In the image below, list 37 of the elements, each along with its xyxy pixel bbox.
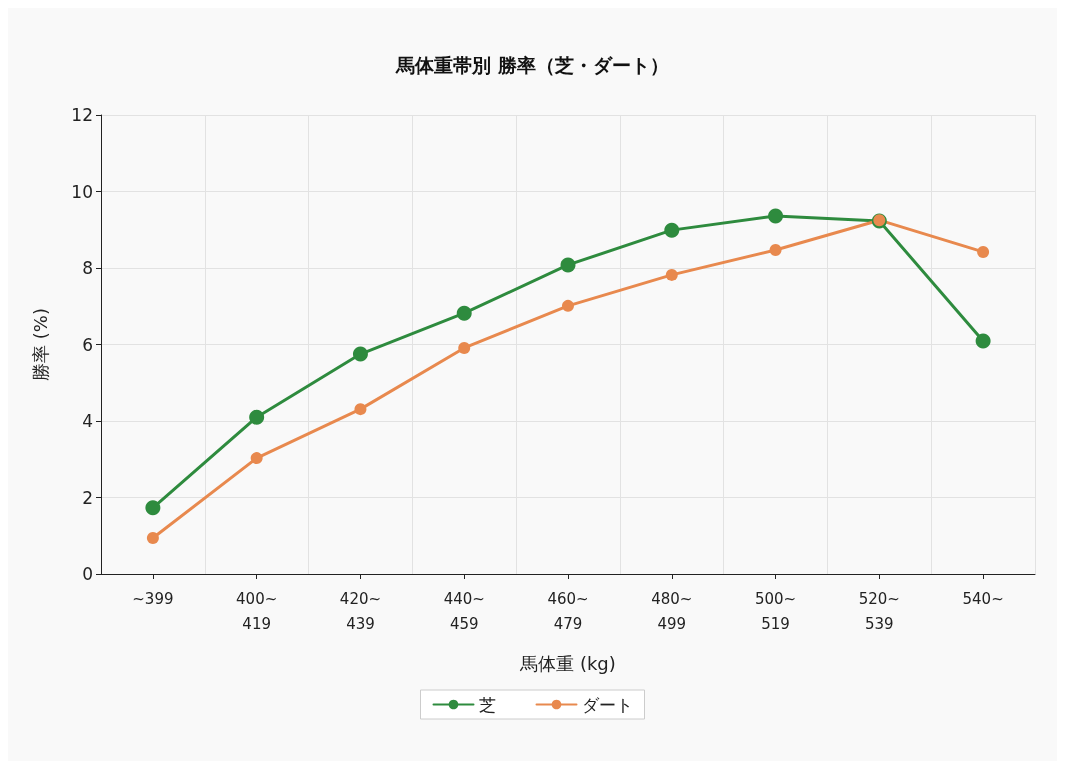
y-tick-label: 12 — [71, 105, 93, 125]
point — [456, 305, 472, 321]
y-tick-label: 0 — [82, 564, 93, 584]
point — [249, 409, 265, 425]
x-tick-label: 420~ 439 — [339, 589, 382, 633]
y-tick-label: 10 — [71, 181, 93, 202]
point — [769, 244, 782, 257]
y-tick-label: 2 — [82, 487, 93, 508]
legend-label: 芝 — [478, 694, 496, 715]
legend-label: ダート — [581, 694, 633, 715]
x-tick-label: 520~ 539 — [858, 589, 900, 633]
point — [665, 268, 678, 281]
point — [352, 346, 368, 362]
point — [458, 341, 471, 354]
point — [560, 257, 576, 273]
x-tick-label: ~399 — [132, 589, 174, 608]
x-axis-title: 馬体重 (kg) — [519, 652, 616, 674]
x-tick-label: 480~ 499 — [651, 589, 693, 633]
point — [354, 403, 367, 416]
y-tick-label: 4 — [82, 411, 93, 431]
y-tick-label: 6 — [82, 334, 93, 355]
x-tick-label: 500~ 519 — [754, 589, 797, 633]
y-tick-label: 8 — [82, 258, 93, 278]
point — [250, 452, 263, 465]
point — [562, 299, 574, 312]
x-tick-label: 440~ 459 — [443, 589, 485, 633]
point — [664, 222, 680, 238]
point — [146, 532, 159, 545]
x-tick-label: 460~ 479 — [547, 589, 589, 633]
point — [975, 333, 991, 349]
point — [977, 245, 990, 258]
chart-title: 馬体重帯別 勝率（芝・ダート） — [395, 53, 669, 76]
point — [145, 500, 161, 516]
x-tick-label: 540~ — [962, 589, 1004, 608]
point — [768, 208, 784, 224]
y-axis-title: 勝率 (%) — [29, 308, 51, 381]
x-tick-label: 400~ 419 — [236, 589, 278, 633]
